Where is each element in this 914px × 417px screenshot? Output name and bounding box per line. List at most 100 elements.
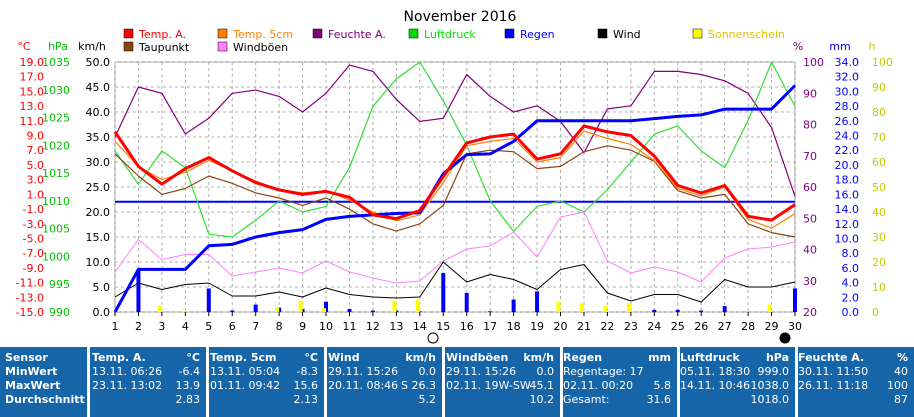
stats-max-row: 02.11. 00:20 5.8	[563, 379, 675, 393]
y-tick-label-temp: -9.0	[23, 262, 44, 275]
stats-column: Feuchte A.% 30.11. 11:50 40 26.11. 11:18 100…	[798, 351, 912, 413]
stats-divider	[560, 347, 563, 417]
stats-value: hPa	[765, 351, 789, 364]
y-tick-label-humidity: 50	[803, 212, 817, 225]
x-tick-label: 27	[718, 320, 732, 333]
y-tick-label-temp: -13.0	[16, 291, 44, 304]
legend-label: Regen	[520, 28, 555, 41]
stats-value: 1018.0	[750, 393, 790, 406]
stats-column-title: Regen mm	[563, 351, 675, 365]
y-tick-label-temp: -1.0	[23, 203, 44, 216]
axis-unit-pressure: hPa	[48, 40, 68, 53]
stats-value: 100	[887, 379, 908, 392]
stats-text: Temp. 5cm	[210, 351, 277, 364]
stats-column: Regen mm Regentage: 17 02.11. 00:20 5.8 Gesam…	[563, 351, 675, 413]
series-line-wind	[114, 261, 796, 303]
stats-text: Temp. A.	[92, 351, 146, 364]
stats-min-row: Regentage: 17	[563, 365, 675, 379]
y-tick-label-pressure: 1025	[42, 112, 70, 125]
axis-unit-humidity: %	[793, 40, 803, 53]
y-tick-label-rain: 2.0	[842, 291, 860, 304]
series-line-luftdruck	[114, 61, 796, 238]
x-tick-label: 7	[252, 320, 259, 333]
stats-avg-row: 1018.0	[680, 393, 793, 407]
x-tick-label: 23	[624, 320, 638, 333]
y-tick-label-temp: -3.0	[23, 218, 44, 231]
stats-text: 29.11. 15:26	[328, 365, 399, 378]
max-label: MaxWert	[5, 379, 61, 392]
y-tick-label-temp: -11.0	[16, 277, 44, 290]
stats-avg-row: 87	[798, 393, 912, 407]
bar-rain	[347, 309, 352, 312]
bar-series	[136, 269, 797, 312]
stats-column-title: Temp. A. °C	[92, 351, 204, 365]
y-tick-label-rain: 14.0	[835, 203, 860, 216]
y-tick-label-rain: 6.0	[842, 262, 860, 275]
legend-label: Luftdruck	[424, 28, 476, 41]
legend-label: Feuchte A.	[328, 28, 386, 41]
bar-sun	[181, 310, 186, 312]
x-tick-label: 20	[554, 320, 568, 333]
y-tick-label-temp: 15.0	[20, 85, 45, 98]
stats-min-row: 13.11. 05:04 -8.3	[210, 365, 322, 379]
stats-text: 01.11. 09:42	[210, 379, 281, 392]
series-line-temp-a-	[113, 124, 796, 222]
stats-column-title: Temp. 5cm °C	[210, 351, 322, 365]
y-tick-label-temp: 17.0	[20, 71, 45, 84]
y-tick-label-pressure: 995	[49, 278, 70, 291]
y-tick-label-pressure: 1005	[42, 223, 70, 236]
x-tick-label: 14	[413, 320, 427, 333]
y-tick-label-rain: 0.0	[842, 306, 860, 319]
bar-rain	[652, 309, 657, 312]
stats-value: °C	[186, 351, 200, 364]
stats-text: 26.11. 11:18	[798, 379, 869, 392]
bar-rain	[370, 310, 375, 312]
legend-swatch	[504, 28, 515, 39]
min-label: MinWert	[5, 365, 58, 378]
y-tick-label-sun: 10	[872, 281, 886, 294]
stats-column: Temp. 5cm °C 13.11. 05:04 -8.3 01.11. 09:42 1…	[210, 351, 322, 413]
stats-value: -8.3	[296, 365, 318, 378]
y-tick-label-pressure: 1035	[42, 56, 70, 69]
y-tick-label-humidity: 30	[803, 275, 817, 288]
stats-text: 14.11. 10:46	[680, 379, 751, 392]
y-tick-label-pressure: 1000	[42, 250, 70, 263]
stats-value: 0.0	[418, 365, 437, 378]
bar-rain	[136, 269, 141, 312]
axis-unit-temp: °C	[17, 40, 31, 53]
stats-text: 30.11. 11:50	[798, 365, 869, 378]
bar-rain	[535, 291, 540, 312]
legend-label: Taupunkt	[138, 41, 190, 54]
y-tick-label-rain: 24.0	[835, 130, 860, 143]
x-tick-label: 17	[483, 320, 497, 333]
bar-rain	[675, 309, 680, 312]
chart-title: November 2016	[404, 9, 517, 25]
y-tick-label-pressure: 1030	[42, 84, 70, 97]
x-tick-label: 16	[460, 320, 474, 333]
stats-text: 20.11. 08:46	[328, 379, 399, 392]
stats-max-row: 02.11. 19W-SW 45.1	[446, 379, 558, 393]
x-tick-label: 11	[342, 320, 356, 333]
series-line-taupunkt	[114, 145, 796, 238]
bar-sun	[767, 304, 772, 312]
stats-value: 2.13	[293, 393, 319, 406]
y-tick-label-humidity: 60	[803, 181, 817, 194]
stats-labels: Sensor MinWert MaxWert Durchschnitt	[5, 351, 85, 413]
bar-rain	[722, 306, 727, 312]
stats-divider	[677, 347, 680, 417]
axis-unit-wind: km/h	[78, 40, 106, 53]
legend-swatch	[408, 28, 419, 39]
y-tick-label-humidity: 100	[803, 56, 824, 69]
stats-text: 23.11. 13:02	[92, 379, 163, 392]
bar-sun	[275, 307, 280, 312]
bar-rain	[793, 288, 797, 312]
y-tick-label-rain: 30.0	[835, 85, 860, 98]
y-tick-label-temp: -15.0	[16, 306, 44, 319]
stats-value: 15.6	[293, 379, 319, 392]
bar-sun	[157, 305, 162, 312]
stats-value: -6.4	[178, 365, 200, 378]
legend-label: Temp. 5cm	[232, 28, 293, 41]
y-tick-label-humidity: 40	[803, 244, 817, 257]
stats-text: 13.11. 06:26	[92, 365, 163, 378]
axis-headers: °C hPa km/h% mm h	[17, 40, 875, 53]
